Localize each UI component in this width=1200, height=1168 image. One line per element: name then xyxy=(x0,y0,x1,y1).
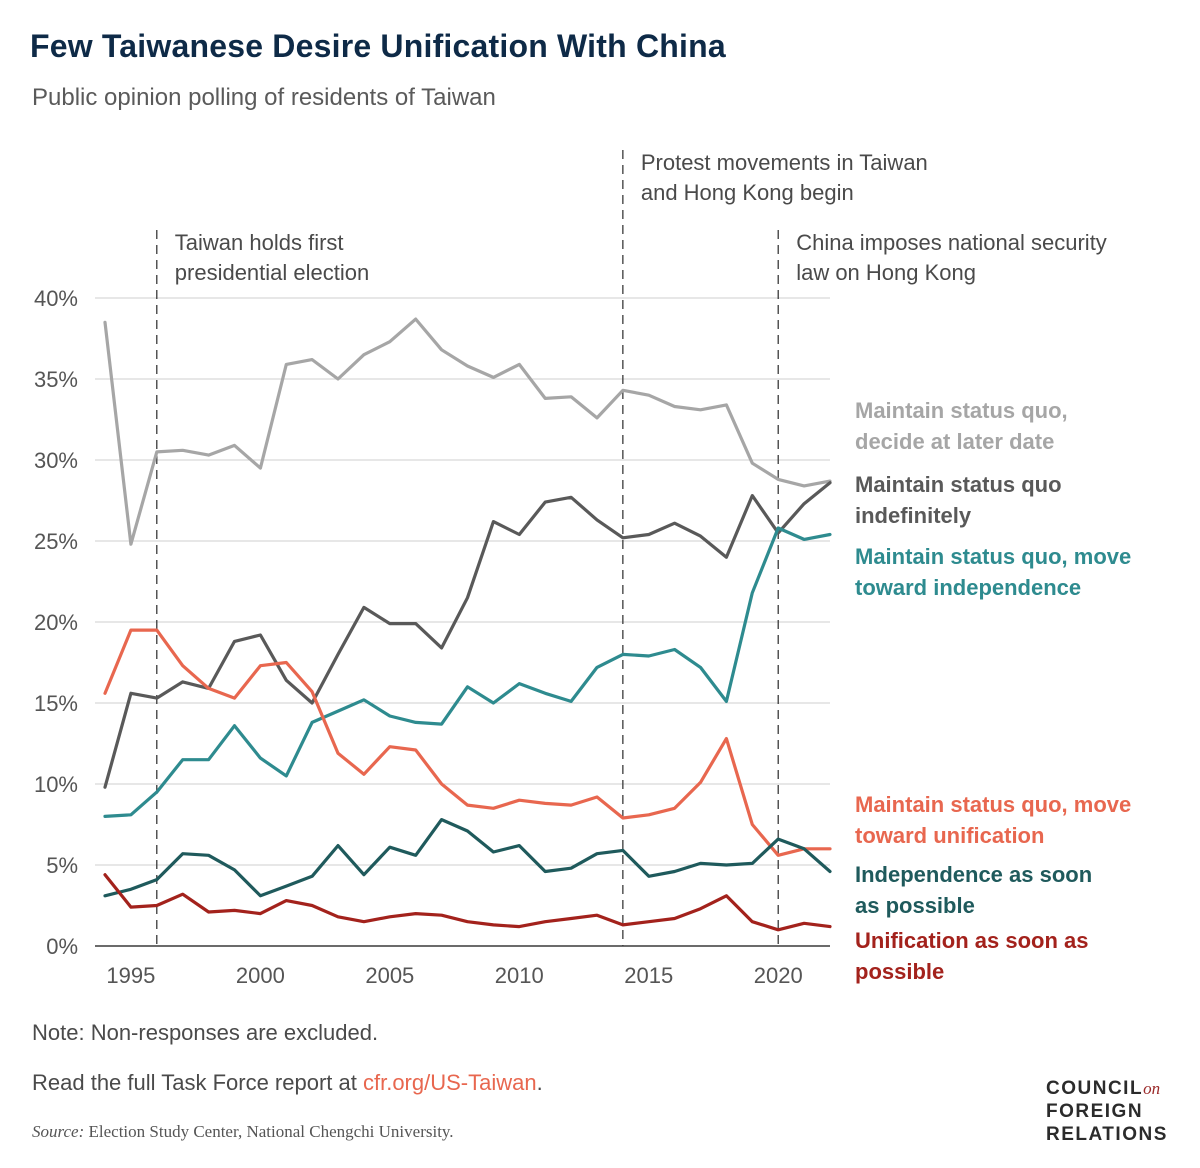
report-link[interactable]: cfr.org/US-Taiwan xyxy=(362,1070,537,1095)
read-more-suffix: . xyxy=(536,1070,543,1095)
chart-title: Few Taiwanese Desire Unification With Ch… xyxy=(30,28,726,64)
x-tick-label: 2015 xyxy=(624,963,673,988)
event-annotation: presidential election xyxy=(175,260,369,285)
series-line xyxy=(103,526,832,819)
y-tick-label: 40% xyxy=(34,286,78,311)
y-tick-label: 0% xyxy=(46,934,78,959)
series-label: indefinitely xyxy=(855,503,972,528)
logo-on: on xyxy=(1143,1079,1161,1098)
series-label: Independence as soon xyxy=(855,862,1092,887)
source-label: Source: xyxy=(32,1122,85,1141)
x-tick-label: 2020 xyxy=(754,963,803,988)
event-annotation: law on Hong Kong xyxy=(796,260,976,285)
series-label: toward independence xyxy=(855,575,1081,600)
series-label: Maintain status quo xyxy=(855,472,1062,497)
x-tick-label: 2005 xyxy=(365,963,414,988)
x-tick-label: 2000 xyxy=(236,963,285,988)
source-credit: Source: Election Study Center, National … xyxy=(32,1122,454,1142)
footnote: Note: Non-responses are excluded. xyxy=(32,1020,379,1045)
x-tick-label: 2010 xyxy=(495,963,544,988)
y-tick-label: 25% xyxy=(34,529,78,554)
series-label: Unification as soon as xyxy=(855,928,1089,953)
source-text: Election Study Center, National Chengchi… xyxy=(84,1122,454,1141)
event-annotation: Taiwan holds first xyxy=(175,230,344,255)
y-tick-label: 10% xyxy=(34,772,78,797)
series-line xyxy=(103,817,832,898)
logo-line-2: FOREIGN xyxy=(1046,1101,1144,1122)
y-tick-label: 30% xyxy=(34,448,78,473)
series-label: as possible xyxy=(855,893,975,918)
series-label: Maintain status quo, move xyxy=(855,544,1131,569)
y-tick-label: 35% xyxy=(34,367,78,392)
series-label: Maintain status quo, move xyxy=(855,792,1131,817)
logo-line-1: COUNCILon xyxy=(1046,1077,1168,1100)
event-annotation: China imposes national security xyxy=(796,230,1107,255)
y-tick-label: 15% xyxy=(34,691,78,716)
line-chart: 0% 5% 10% 15% 20% 25% 30% 35% 40% 1995 2000 2005 201… xyxy=(34,150,1131,988)
series-line xyxy=(103,628,832,857)
read-more: Read the full Task Force report at cfr.o… xyxy=(32,1070,543,1096)
read-more-prefix: Read the full Task Force report at xyxy=(32,1070,363,1095)
x-tick-label: 1995 xyxy=(106,963,155,988)
series-line xyxy=(103,317,832,546)
y-tick-label: 20% xyxy=(34,610,78,635)
series-label: toward unification xyxy=(855,823,1044,848)
series-label: possible xyxy=(855,959,944,984)
y-tick-label: 5% xyxy=(46,853,78,878)
chart-subtitle: Public opinion polling of residents of T… xyxy=(32,84,496,111)
series-line xyxy=(103,873,832,932)
cfr-logo: COUNCILon FOREIGN RELATIONS xyxy=(1046,1077,1168,1146)
series-label: Maintain status quo, xyxy=(855,398,1068,423)
series-line xyxy=(103,481,832,789)
event-annotation: Protest movements in Taiwan xyxy=(641,150,928,175)
event-annotation: and Hong Kong begin xyxy=(641,180,854,205)
logo-line-3: RELATIONS xyxy=(1046,1124,1168,1145)
logo-council: COUNCIL xyxy=(1046,1078,1144,1099)
series-label: decide at later date xyxy=(855,429,1054,454)
